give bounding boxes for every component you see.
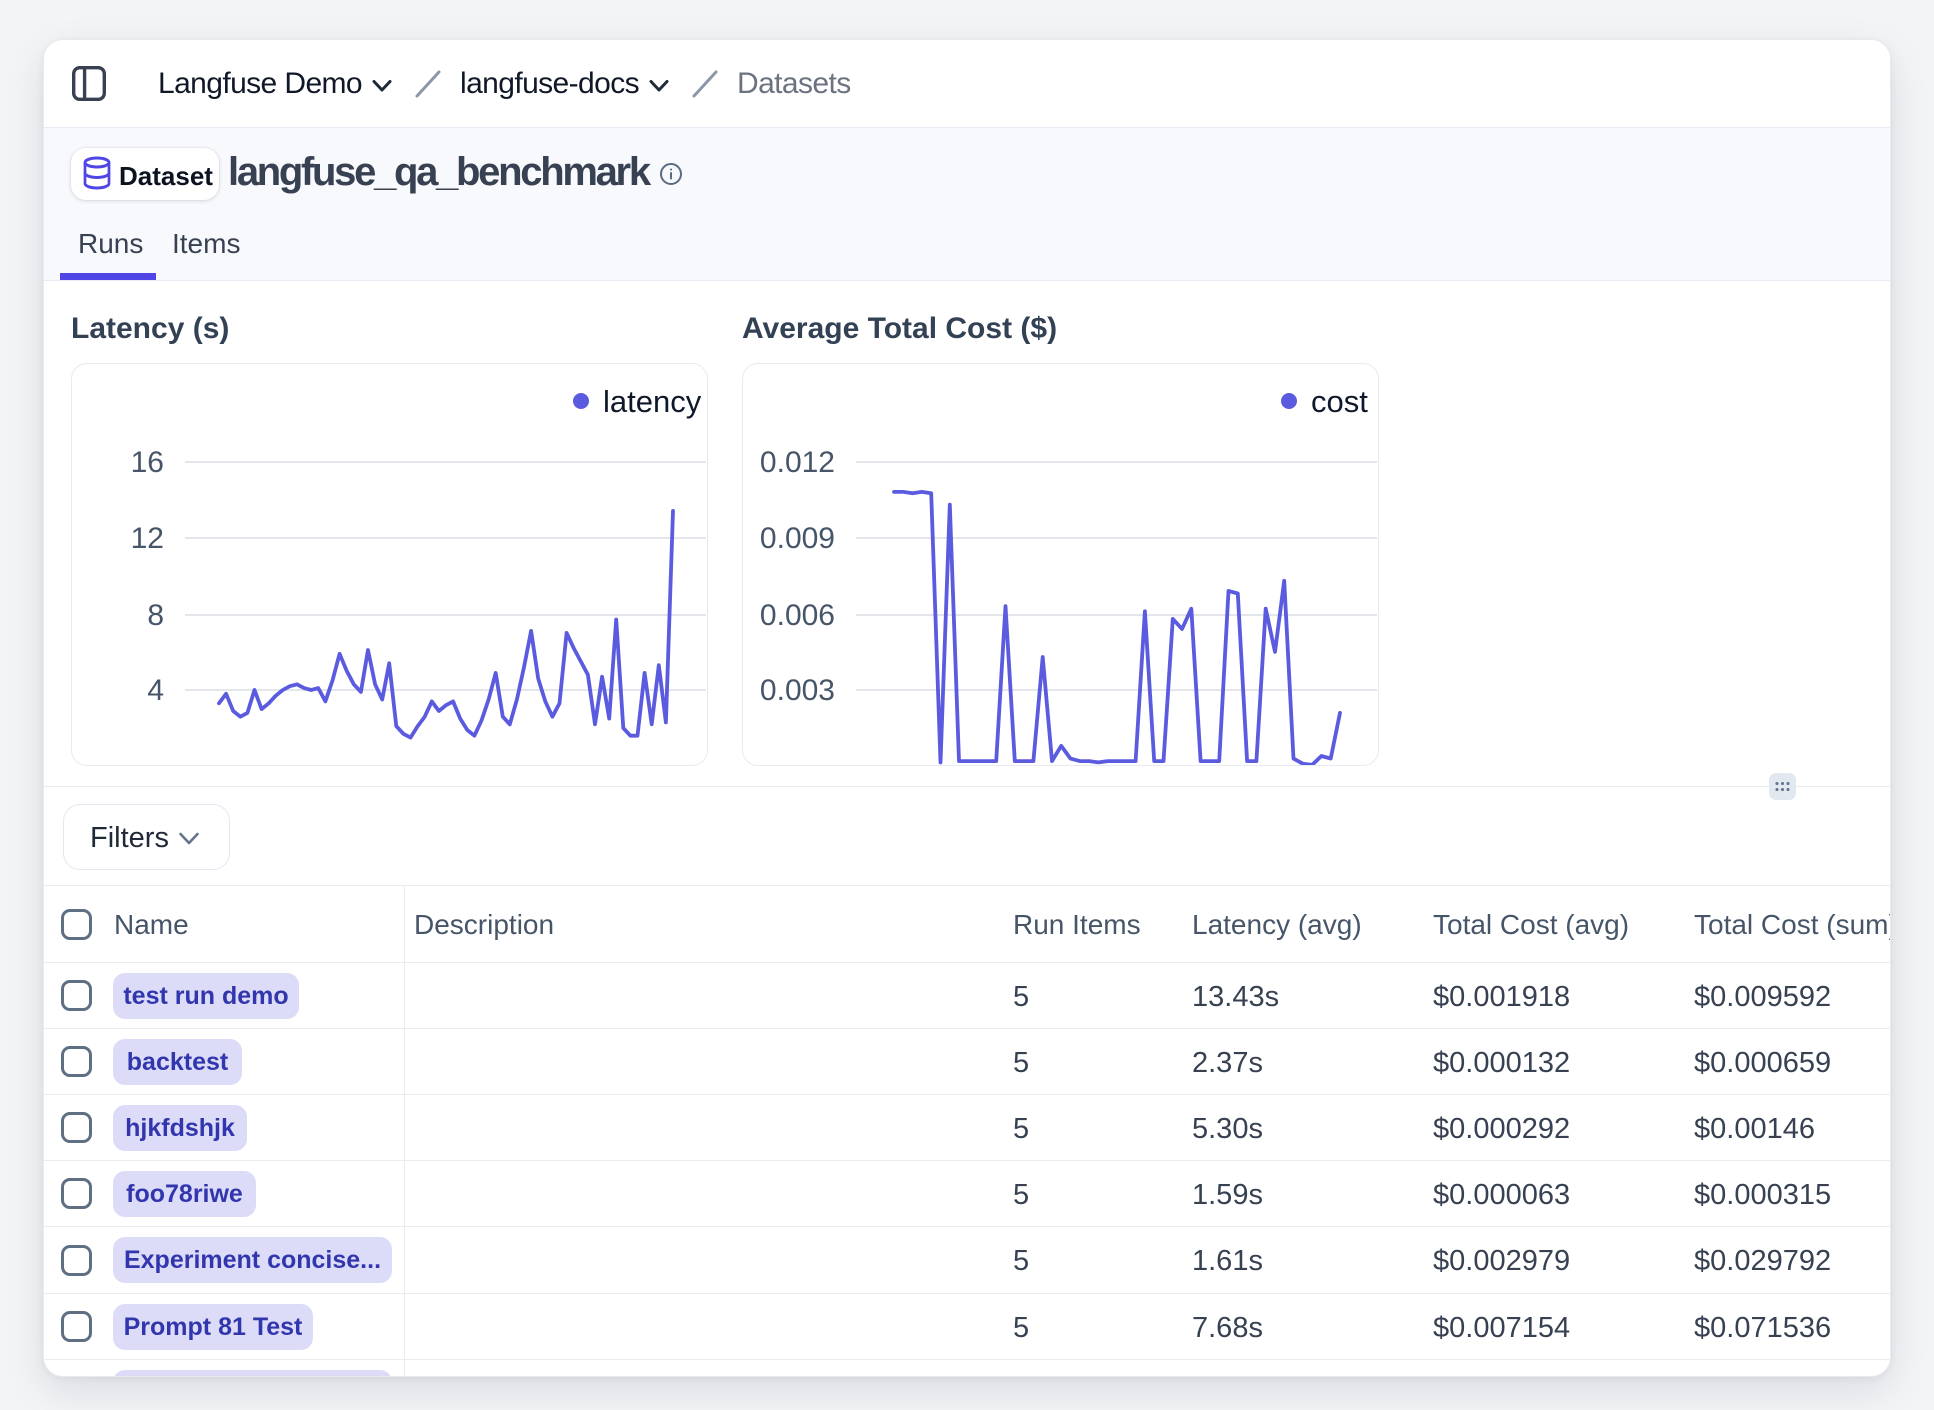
svg-text:latency: latency bbox=[603, 384, 702, 419]
svg-text:8: 8 bbox=[147, 599, 164, 632]
svg-text:12: 12 bbox=[131, 522, 164, 555]
svg-text:0.006: 0.006 bbox=[760, 599, 835, 632]
svg-text:0.012: 0.012 bbox=[760, 446, 835, 479]
svg-text:0.009: 0.009 bbox=[760, 522, 835, 555]
svg-text:4: 4 bbox=[147, 674, 164, 707]
svg-text:0.003: 0.003 bbox=[760, 674, 835, 707]
svg-text:cost: cost bbox=[1311, 384, 1368, 419]
svg-text:16: 16 bbox=[131, 446, 164, 479]
